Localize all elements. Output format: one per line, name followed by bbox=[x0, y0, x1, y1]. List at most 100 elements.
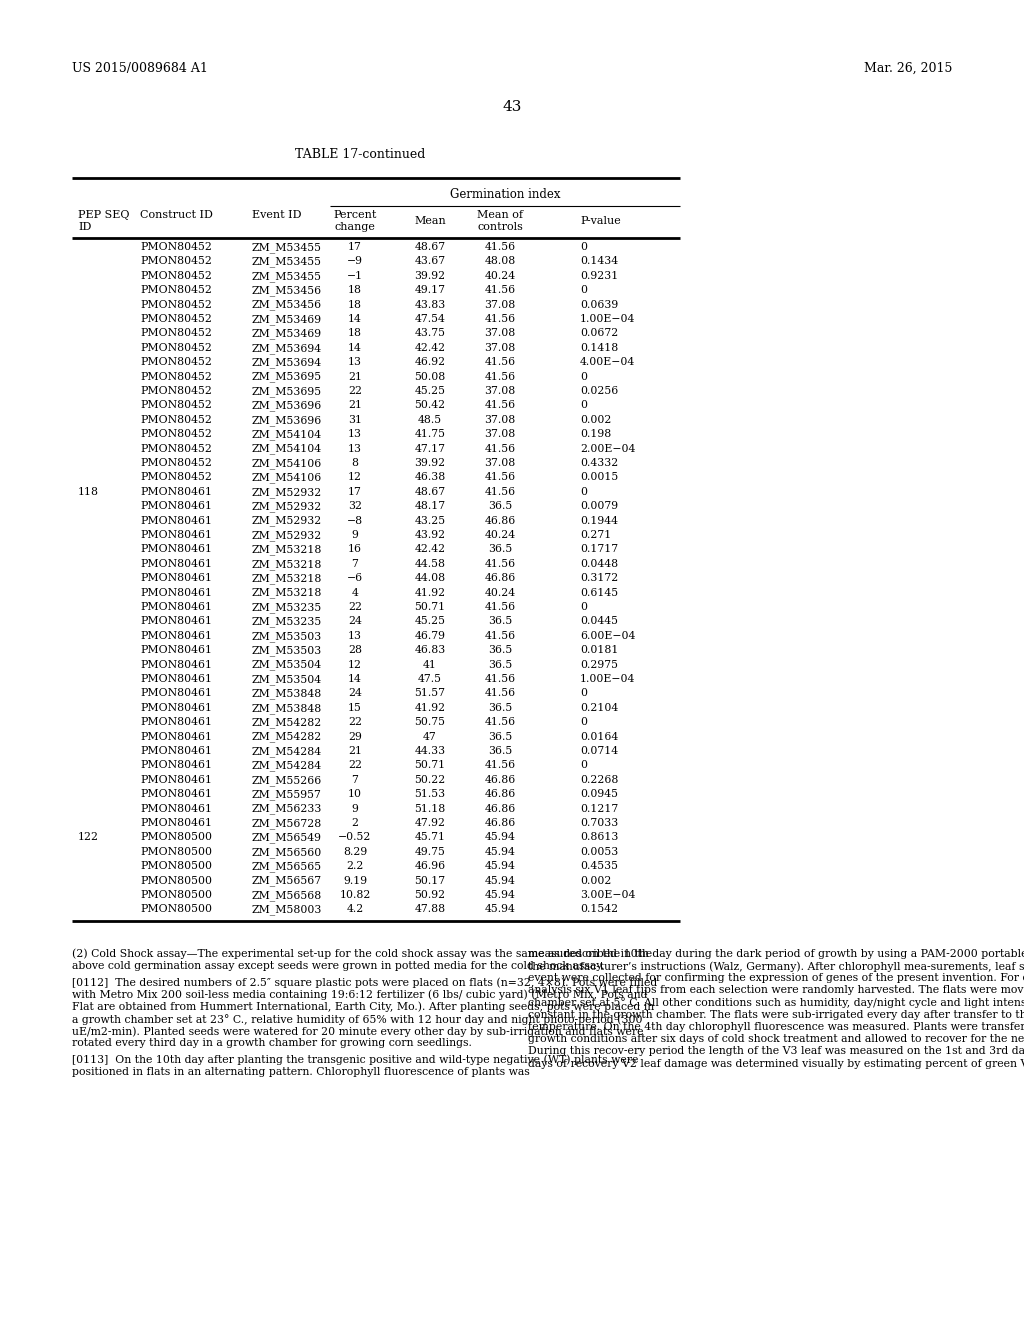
Text: measured on the 10th day during the dark period of growth by using a PAM-2000 po: measured on the 10th day during the dark… bbox=[528, 949, 1024, 958]
Text: PMON80461: PMON80461 bbox=[140, 702, 212, 713]
Text: 22: 22 bbox=[348, 760, 362, 771]
Text: ZM_M53848: ZM_M53848 bbox=[252, 702, 323, 714]
Text: P-value: P-value bbox=[580, 216, 621, 226]
Text: ZM_M54282: ZM_M54282 bbox=[252, 717, 323, 727]
Text: 41.56: 41.56 bbox=[484, 372, 515, 381]
Text: ZM_M53218: ZM_M53218 bbox=[252, 587, 323, 598]
Text: 48.17: 48.17 bbox=[415, 502, 445, 511]
Text: 46.96: 46.96 bbox=[415, 861, 445, 871]
Text: 21: 21 bbox=[348, 746, 362, 756]
Text: −8: −8 bbox=[347, 516, 364, 525]
Text: 0.0639: 0.0639 bbox=[580, 300, 618, 310]
Text: ZM_M54284: ZM_M54284 bbox=[252, 746, 323, 756]
Text: 41.56: 41.56 bbox=[484, 400, 515, 411]
Text: 41.56: 41.56 bbox=[484, 314, 515, 323]
Text: ZM_M54106: ZM_M54106 bbox=[252, 473, 323, 483]
Text: 36.5: 36.5 bbox=[487, 544, 512, 554]
Text: 43: 43 bbox=[503, 100, 521, 114]
Text: ZM_M55266: ZM_M55266 bbox=[252, 775, 323, 785]
Text: PMON80452: PMON80452 bbox=[140, 429, 212, 440]
Text: PMON80452: PMON80452 bbox=[140, 285, 212, 296]
Text: ZM_M53694: ZM_M53694 bbox=[252, 358, 323, 368]
Text: 41.75: 41.75 bbox=[415, 429, 445, 440]
Text: PMON80452: PMON80452 bbox=[140, 385, 212, 396]
Text: 0: 0 bbox=[580, 689, 587, 698]
Text: 0.4535: 0.4535 bbox=[580, 861, 618, 871]
Text: 0.1717: 0.1717 bbox=[580, 544, 618, 554]
Text: (2) Cold Shock assay—The experimental set-up for the cold shock assay was the sa: (2) Cold Shock assay—The experimental se… bbox=[72, 949, 652, 960]
Text: ZM_M53218: ZM_M53218 bbox=[252, 558, 323, 569]
Text: 0.7033: 0.7033 bbox=[580, 818, 618, 828]
Text: uE/m2-min). Planted seeds were watered for 20 minute every other day by sub-irri: uE/m2-min). Planted seeds were watered f… bbox=[72, 1026, 643, 1036]
Text: PMON80452: PMON80452 bbox=[140, 314, 212, 323]
Text: 37.08: 37.08 bbox=[484, 458, 516, 469]
Text: ZM_M54104: ZM_M54104 bbox=[252, 444, 323, 454]
Text: 0.1434: 0.1434 bbox=[580, 256, 618, 267]
Text: 0.3172: 0.3172 bbox=[580, 573, 618, 583]
Text: PMON80452: PMON80452 bbox=[140, 271, 212, 281]
Text: PMON80461: PMON80461 bbox=[140, 544, 212, 554]
Text: 46.86: 46.86 bbox=[484, 775, 516, 785]
Text: 0: 0 bbox=[580, 717, 587, 727]
Text: 0.0256: 0.0256 bbox=[580, 385, 618, 396]
Text: ZM_M53694: ZM_M53694 bbox=[252, 343, 323, 354]
Text: Construct ID: Construct ID bbox=[140, 210, 213, 220]
Text: 46.86: 46.86 bbox=[484, 516, 516, 525]
Text: 18: 18 bbox=[348, 285, 362, 296]
Text: −9: −9 bbox=[347, 256, 362, 267]
Text: 1.00E−04: 1.00E−04 bbox=[580, 675, 635, 684]
Text: 0.1217: 0.1217 bbox=[580, 804, 618, 813]
Text: [0113]  On the 10th day after planting the transgenic positive and wild-type neg: [0113] On the 10th day after planting th… bbox=[72, 1055, 638, 1065]
Text: with Metro Mix 200 soil-less media containing 19:6:12 fertilizer (6 lbs/ cubic y: with Metro Mix 200 soil-less media conta… bbox=[72, 990, 647, 1001]
Text: 46.86: 46.86 bbox=[484, 804, 516, 813]
Text: ZM_M53218: ZM_M53218 bbox=[252, 544, 323, 556]
Text: PMON80461: PMON80461 bbox=[140, 775, 212, 785]
Text: PMON80461: PMON80461 bbox=[140, 587, 212, 598]
Text: 37.08: 37.08 bbox=[484, 329, 516, 338]
Text: 0.0448: 0.0448 bbox=[580, 558, 618, 569]
Text: ZM_M53235: ZM_M53235 bbox=[252, 602, 323, 612]
Text: PMON80500: PMON80500 bbox=[140, 890, 212, 900]
Text: 42.42: 42.42 bbox=[415, 343, 445, 352]
Text: PMON80461: PMON80461 bbox=[140, 804, 212, 813]
Text: PMON80461: PMON80461 bbox=[140, 645, 212, 655]
Text: −1: −1 bbox=[347, 271, 364, 281]
Text: 46.83: 46.83 bbox=[415, 645, 445, 655]
Text: 40.24: 40.24 bbox=[484, 271, 515, 281]
Text: PMON80452: PMON80452 bbox=[140, 444, 212, 454]
Text: ZM_M53218: ZM_M53218 bbox=[252, 573, 323, 583]
Text: 51.18: 51.18 bbox=[415, 804, 445, 813]
Text: PMON80452: PMON80452 bbox=[140, 242, 212, 252]
Text: 50.71: 50.71 bbox=[415, 602, 445, 612]
Text: ZM_M54282: ZM_M54282 bbox=[252, 731, 323, 742]
Text: PMON80461: PMON80461 bbox=[140, 660, 212, 669]
Text: 0.0945: 0.0945 bbox=[580, 789, 618, 799]
Text: PMON80461: PMON80461 bbox=[140, 717, 212, 727]
Text: 0: 0 bbox=[580, 400, 587, 411]
Text: 18: 18 bbox=[348, 329, 362, 338]
Text: 39.92: 39.92 bbox=[415, 458, 445, 469]
Text: 46.79: 46.79 bbox=[415, 631, 445, 640]
Text: PMON80500: PMON80500 bbox=[140, 904, 212, 915]
Text: 36.5: 36.5 bbox=[487, 502, 512, 511]
Text: 18: 18 bbox=[348, 300, 362, 310]
Text: 37.08: 37.08 bbox=[484, 385, 516, 396]
Text: PMON80452: PMON80452 bbox=[140, 256, 212, 267]
Text: 46.86: 46.86 bbox=[484, 789, 516, 799]
Text: event were collected for confirming the expression of genes of the present inven: event were collected for confirming the … bbox=[528, 973, 1024, 983]
Text: 41: 41 bbox=[423, 660, 437, 669]
Text: 32: 32 bbox=[348, 502, 362, 511]
Text: ZM_M53503: ZM_M53503 bbox=[252, 631, 323, 642]
Text: 50.17: 50.17 bbox=[415, 875, 445, 886]
Text: 0.0714: 0.0714 bbox=[580, 746, 618, 756]
Text: 7: 7 bbox=[351, 558, 358, 569]
Text: 10.82: 10.82 bbox=[339, 890, 371, 900]
Text: 14: 14 bbox=[348, 675, 361, 684]
Text: ZM_M53504: ZM_M53504 bbox=[252, 660, 323, 671]
Text: Percent: Percent bbox=[334, 210, 377, 220]
Text: 47.88: 47.88 bbox=[415, 904, 445, 915]
Text: 48.67: 48.67 bbox=[415, 487, 445, 496]
Text: 45.71: 45.71 bbox=[415, 833, 445, 842]
Text: 37.08: 37.08 bbox=[484, 414, 516, 425]
Text: ZM_M56565: ZM_M56565 bbox=[252, 861, 323, 873]
